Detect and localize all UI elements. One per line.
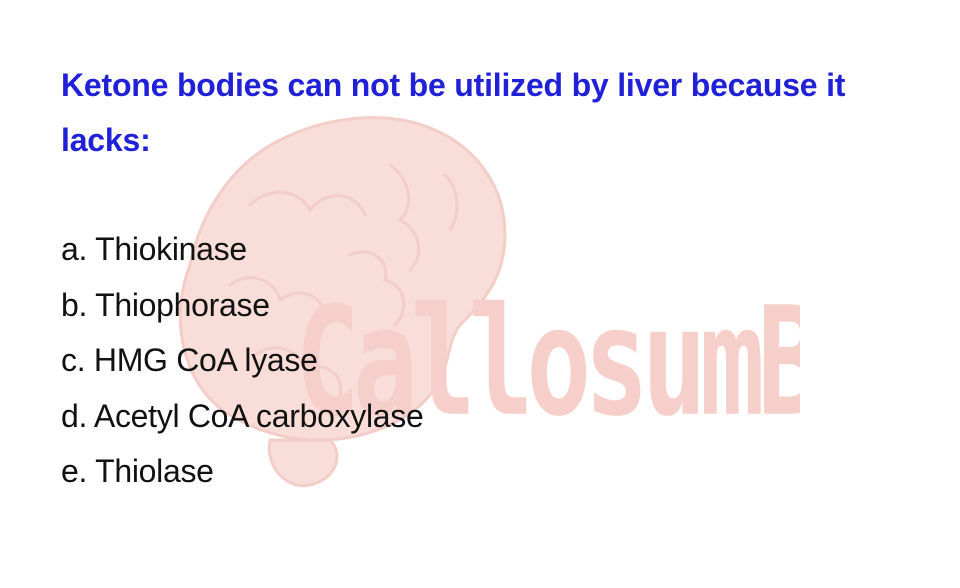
option-a: a. Thiokinase [61,231,247,267]
question-text: Ketone bodies can not be utilized by liv… [61,67,846,158]
question-block: Ketone bodies can not be utilized by liv… [61,58,921,500]
watermark: CallosumBD [160,95,800,495]
option-e: e. Thiolase [61,453,214,489]
watermark-text: CallosumBD [295,275,800,449]
option-d: d. Acetyl CoA carboxylase [61,397,424,434]
option-b: b. Thiophorase [61,286,270,323]
option-c: c. HMG CoA lyase [61,342,318,378]
options-list: a. Thiokinase b. Thiophorase c. HMG CoA … [61,222,921,500]
brain-icon: CallosumBD [178,116,800,488]
